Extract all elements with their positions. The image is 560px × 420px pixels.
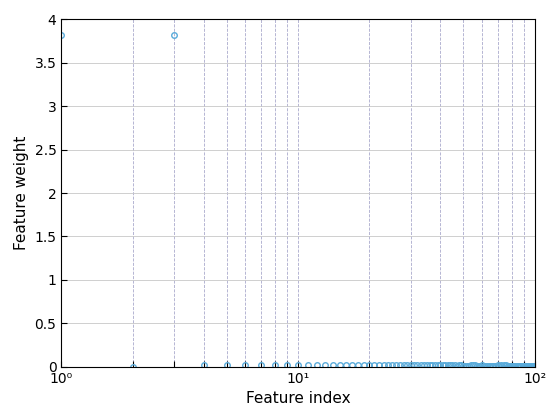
- X-axis label: Feature index: Feature index: [246, 391, 350, 406]
- Y-axis label: Feature weight: Feature weight: [14, 136, 29, 250]
